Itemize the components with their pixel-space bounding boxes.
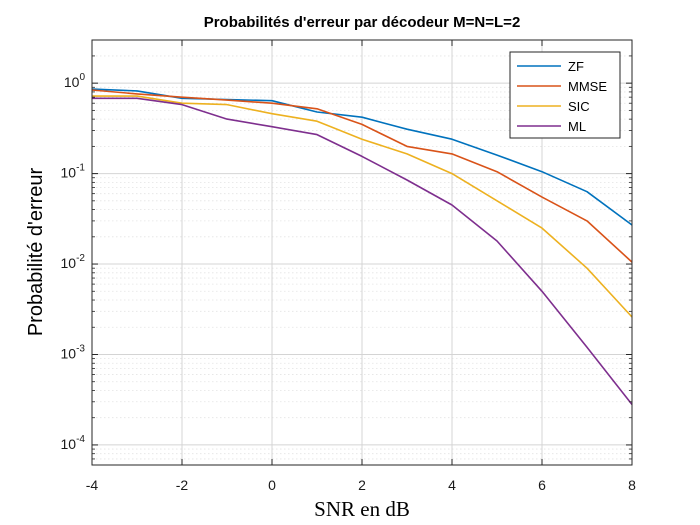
x-axis-label: SNR en dB — [314, 497, 410, 521]
x-tick-label: 4 — [448, 477, 456, 493]
y-tick-exponent: -2 — [76, 253, 85, 264]
y-tick-exponent: -3 — [76, 343, 85, 354]
y-tick-exponent: 0 — [79, 72, 85, 83]
x-tick-labels: -4 -2 0 2 4 6 8 — [86, 477, 636, 493]
y-tick-exponent: -4 — [76, 434, 85, 445]
series-line-zf — [91, 88, 633, 226]
x-tick-label: -4 — [86, 477, 99, 493]
tick-marks — [91, 40, 633, 466]
series-lines — [91, 88, 633, 405]
x-tick-label: 2 — [358, 477, 366, 493]
y-tick-label: 10-2 — [61, 253, 86, 271]
x-tick-label: 8 — [628, 477, 636, 493]
y-axis-label: Probabilité d'erreur — [25, 167, 47, 336]
y-tick-label: 10-1 — [61, 163, 86, 181]
chart-title: Probabilités d'erreur par décodeur M=N=L… — [204, 14, 521, 31]
legend-label-ml: ML — [568, 119, 586, 134]
series-line-ml — [92, 97, 633, 405]
legend-box — [509, 51, 621, 139]
legend: ZF MMSE SIC ML — [509, 51, 621, 139]
y-tick-base: 10 — [64, 74, 80, 90]
y-tick-base: 10 — [61, 436, 77, 452]
legend-label-zf: ZF — [568, 59, 584, 74]
y-tick-label: 100 — [64, 72, 86, 90]
x-tick-label: -2 — [176, 477, 189, 493]
y-tick-base: 10 — [61, 165, 77, 181]
x-tick-label: 6 — [538, 477, 546, 493]
y-tick-label: 10-4 — [61, 434, 86, 452]
y-tick-exponent: -1 — [76, 163, 85, 174]
y-tick-base: 10 — [61, 345, 77, 361]
y-tick-label: 10-3 — [61, 343, 86, 361]
legend-label-sic: SIC — [568, 99, 590, 114]
y-tick-base: 10 — [61, 255, 77, 271]
series-line-mmse — [91, 89, 633, 263]
grid — [91, 40, 633, 466]
legend-label-mmse: MMSE — [568, 79, 607, 94]
series-line-sic — [92, 95, 633, 318]
x-tick-label: 0 — [268, 477, 276, 493]
